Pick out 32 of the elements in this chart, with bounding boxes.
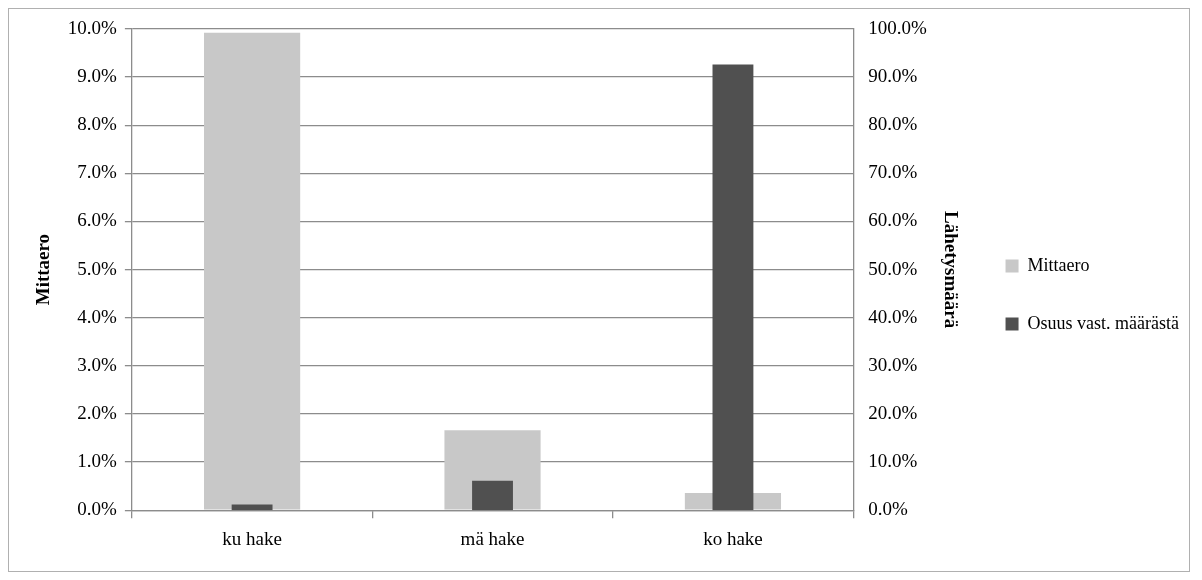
y2-tick-label: 50.0% [868,257,918,279]
y-tick-label: 5.0% [77,257,118,279]
bar [204,32,301,510]
y-tick-label: 10.0% [67,16,118,38]
x-tick-label: mä hake [460,527,525,549]
x-tick-label: ku hake [222,527,282,549]
bar [231,504,273,511]
y-tick-label: 1.0% [77,450,118,472]
bar [472,480,513,511]
y2-tick-label: 90.0% [868,65,918,87]
y2-tick-label: 40.0% [868,305,918,327]
y-tick-label: 6.0% [77,209,118,231]
y-tick-label: 3.0% [77,353,118,375]
y2-tick-label: 60.0% [868,209,918,231]
y-tick-label: 4.0% [77,305,118,327]
y-axis-title: Mittaero [32,233,54,306]
y2-tick-label: 20.0% [868,401,918,423]
y-tick-label: 0.0% [77,498,118,520]
y-tick-label: 2.0% [77,401,118,423]
y2-tick-label: 80.0% [868,113,918,135]
y-tick-label: 7.0% [77,161,118,183]
x-tick-label: ko hake [703,527,763,549]
y2-axis-title: Lähetysmäärä [941,211,963,329]
legend-label: Mittaero [1027,254,1090,275]
y2-tick-label: 70.0% [868,161,918,183]
y2-tick-label: 0.0% [868,498,908,520]
y2-tick-label: 30.0% [868,353,918,375]
y2-tick-label: 100.0% [868,16,927,38]
legend-label: Osuus vast. määrästä [1027,312,1180,333]
y-tick-label: 8.0% [77,113,118,135]
y-tick-label: 9.0% [77,65,118,87]
y2-tick-label: 10.0% [868,450,918,472]
